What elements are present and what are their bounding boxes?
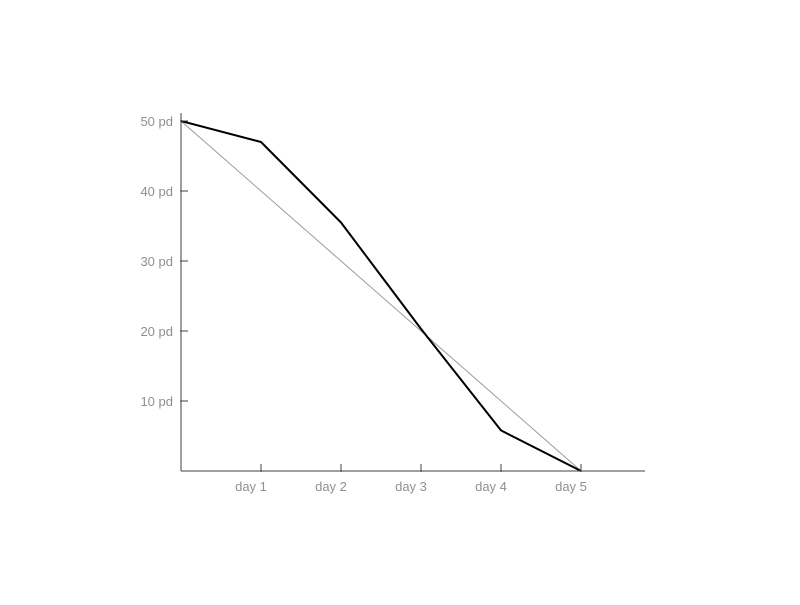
x-axis-ticks: day 1 day 2 day 3 day 4 day 5 <box>235 464 587 494</box>
y-tick-label: 30 pd <box>140 254 173 269</box>
ideal-burndown-line <box>181 121 581 471</box>
x-tick-label: day 1 <box>235 479 267 494</box>
y-tick-label: 20 pd <box>140 324 173 339</box>
x-tick-label: day 3 <box>395 479 427 494</box>
x-tick-label: day 4 <box>475 479 507 494</box>
y-tick-label: 50 pd <box>140 114 173 129</box>
axes <box>181 113 645 471</box>
ideal-series <box>181 121 581 471</box>
x-tick-label: day 5 <box>555 479 587 494</box>
y-tick-label: 40 pd <box>140 184 173 199</box>
y-tick-label: 10 pd <box>140 394 173 409</box>
x-tick-label: day 2 <box>315 479 347 494</box>
